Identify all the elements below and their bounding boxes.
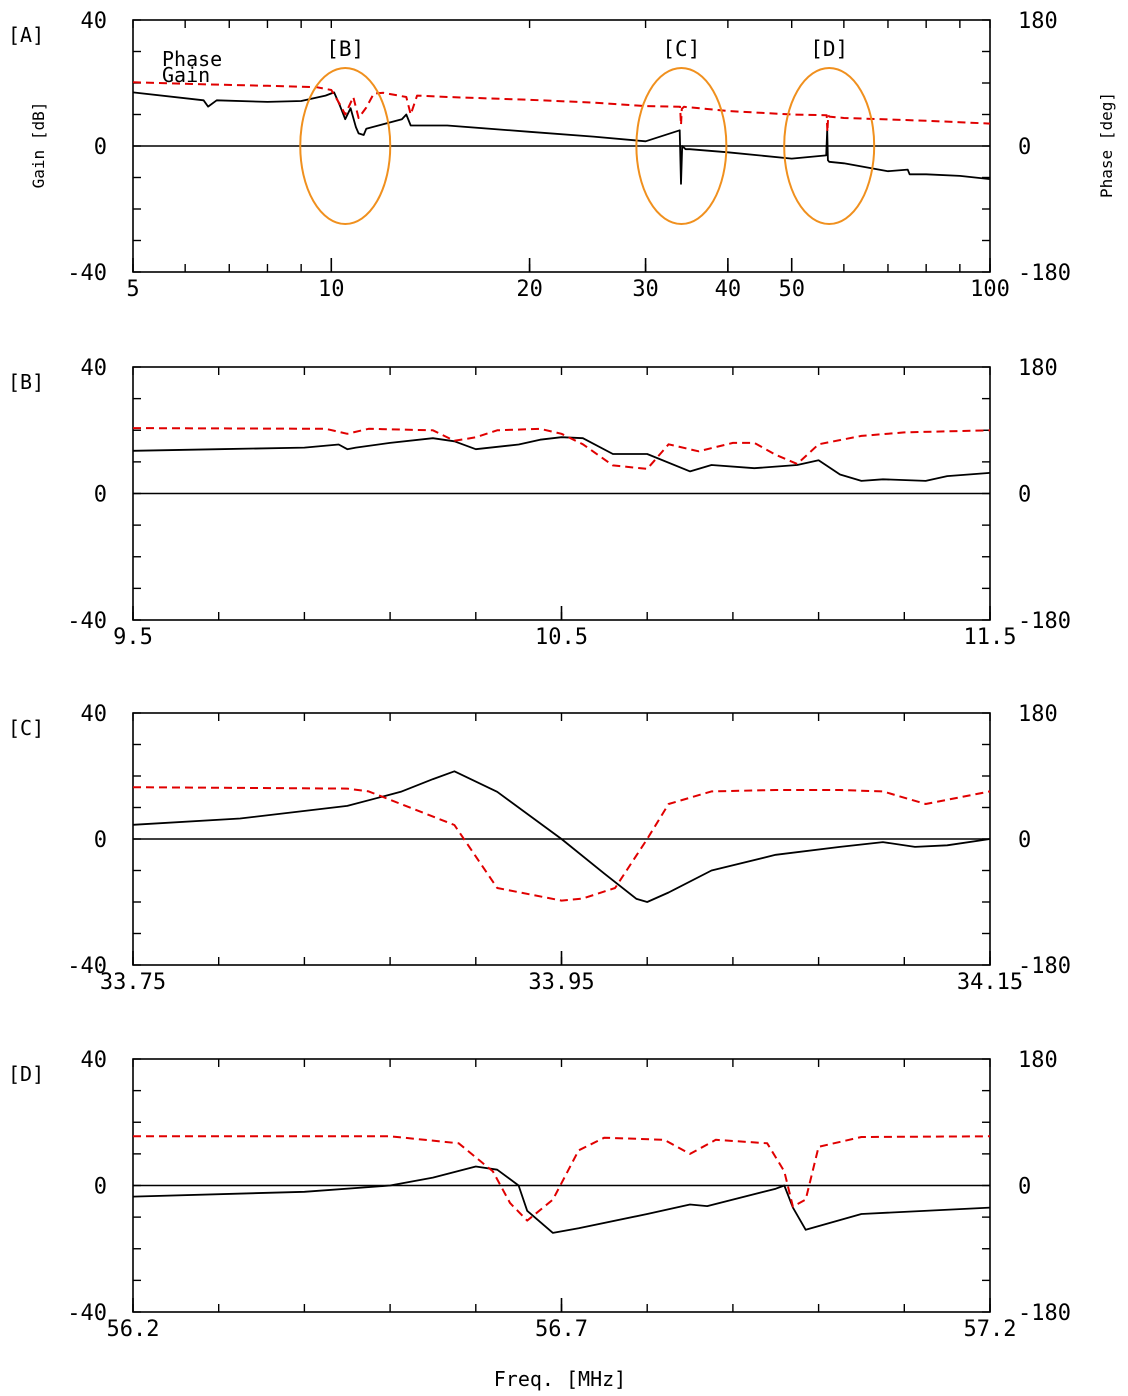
x-tick-label: 33.95: [528, 970, 594, 995]
x-tick-label: 50: [778, 277, 805, 302]
series-gain-line: [132, 770, 991, 903]
y-right-tick-label: 180: [1018, 1048, 1058, 1073]
annotation-ellipse: [783, 67, 876, 225]
annotation-label: [D]: [810, 37, 848, 61]
y-left-tick-label: -40: [67, 609, 107, 634]
x-tick-label: 9.5: [113, 625, 153, 650]
panel-label: [B]: [8, 370, 44, 394]
x-axis-title: Freq. [MHz]: [494, 1367, 626, 1391]
y-right-tick-label: -180: [1018, 261, 1071, 286]
y-right-tick-label: 0: [1018, 1175, 1031, 1200]
x-tick-label: 40: [715, 277, 742, 302]
y-left-tick-label: -40: [67, 261, 107, 286]
y-right-tick-label: 180: [1018, 9, 1058, 34]
series-phase-line: [133, 1135, 991, 1222]
left-y-axis-title: Gain [dB]: [29, 102, 48, 189]
x-tick-label: 11.5: [964, 625, 1017, 650]
panel-label: [D]: [8, 1062, 44, 1086]
series-phase-line: [132, 81, 991, 133]
x-tick-label: 56.2: [107, 1317, 160, 1342]
legend-entry-gain: Gain: [162, 63, 210, 87]
y-left-tick-label: 0: [94, 135, 107, 160]
x-tick-label: 56.7: [535, 1317, 588, 1342]
x-tick-label: 20: [516, 277, 543, 302]
panel-d: 56.2 56.7 57.2 -40 0 40 -180 0 180 [D]: [8, 1048, 1071, 1342]
panels: 5 10 20 30 40 50 100-40040-1800180[A]PhaseGain…: [8, 9, 1071, 1342]
x-tick-label: 10: [318, 277, 345, 302]
x-tick-label: 34.15: [957, 970, 1023, 995]
x-tick-label: 33.75: [100, 970, 166, 995]
y-left-tick-label: 40: [81, 702, 108, 727]
panel-a: 5 10 20 30 40 50 100-40040-1800180[A]PhaseGain…: [8, 9, 1071, 302]
x-tick-label: 100: [970, 277, 1010, 302]
panel-label: [A]: [8, 23, 44, 47]
y-left-tick-label: 0: [94, 483, 107, 508]
y-right-tick-label: 180: [1018, 356, 1058, 381]
y-left-tick-label: -40: [67, 954, 107, 979]
y-right-tick-label: -180: [1018, 954, 1071, 979]
legend-entry-phase: Phase: [162, 47, 222, 71]
series-phase-line: [132, 786, 991, 902]
annotation-ellipse: [635, 67, 728, 225]
y-left-tick-label: 0: [94, 828, 107, 853]
y-left-tick-label: 40: [81, 9, 108, 34]
panel-b: 9.5 10.5 11.5 -40 0 40 -180 0 180 [B]: [8, 356, 1071, 650]
panel-label: [C]: [8, 716, 44, 740]
annotation-label: [C]: [662, 37, 700, 61]
y-left-tick-label: 40: [81, 1048, 108, 1073]
x-tick-label: 5: [126, 277, 139, 302]
series-gain-line: [132, 91, 991, 185]
panel-c: 33.75 33.95 34.15 -40 0 40 -180 0 180 [C]: [8, 702, 1071, 995]
right-y-axis-title: Phase [deg]: [1097, 92, 1116, 198]
y-right-tick-label: -180: [1018, 1301, 1071, 1326]
x-tick-label: 57.2: [964, 1317, 1017, 1342]
y-left-tick-label: 0: [94, 1175, 107, 1200]
x-tick-label: 10.5: [535, 625, 588, 650]
series-gain-line: [132, 436, 991, 482]
y-right-tick-label: -180: [1018, 609, 1071, 634]
y-right-tick-label: 180: [1018, 702, 1058, 727]
series-gain-line: [132, 1165, 991, 1234]
y-left-tick-label: 40: [81, 356, 108, 381]
y-right-tick-label: 0: [1018, 828, 1031, 853]
annotation-label: [B]: [326, 37, 364, 61]
y-left-tick-label: -40: [67, 1301, 107, 1326]
x-tick-label: 30: [632, 277, 659, 302]
y-right-tick-label: 0: [1018, 135, 1031, 160]
series-phase-line: [132, 427, 991, 470]
y-right-tick-label: 0: [1018, 483, 1031, 508]
annotation-ellipse: [299, 67, 392, 225]
